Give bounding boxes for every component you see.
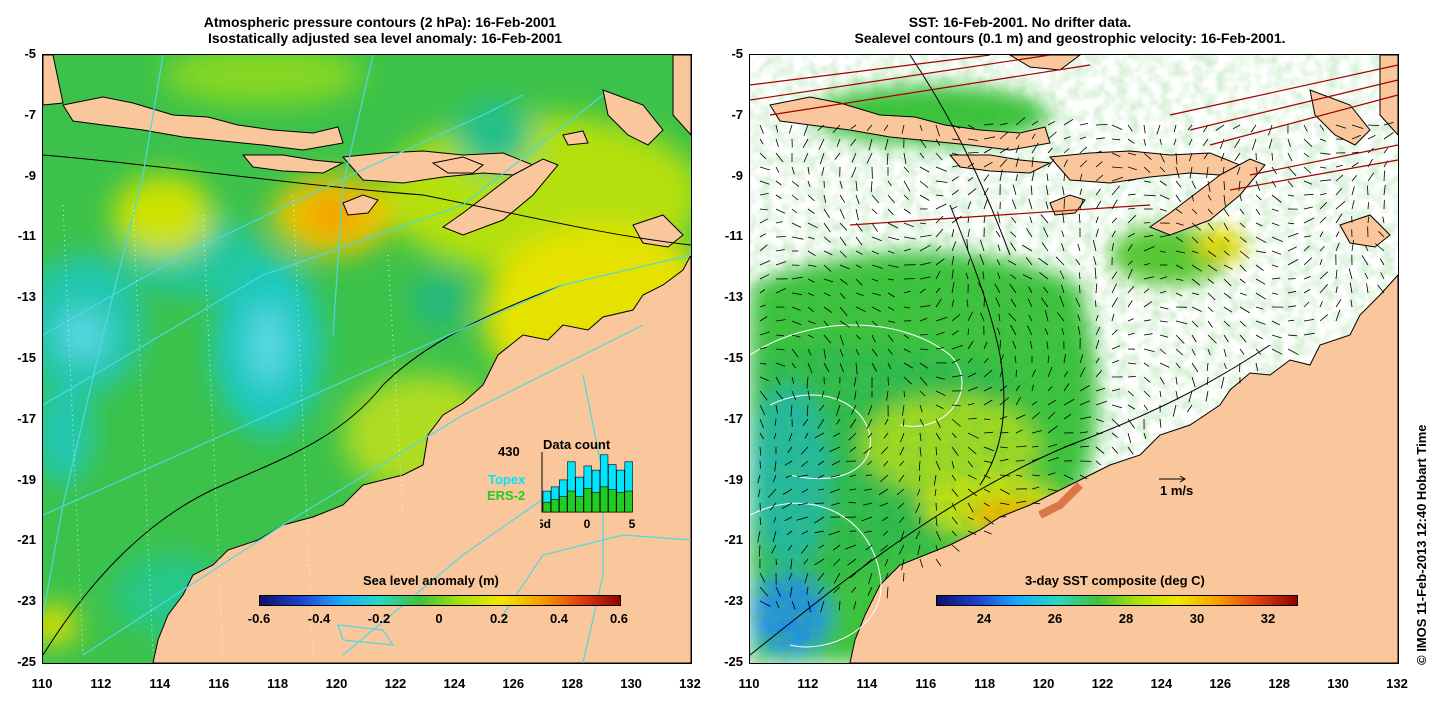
- left-title-line1: Atmospheric pressure contours (2 hPa): 1…: [203, 14, 557, 30]
- lat-tick-label: -23: [17, 593, 36, 609]
- ers2-bar: [591, 492, 601, 513]
- australia-land: [152, 254, 691, 663]
- colorbar-tick-label: -0.6: [247, 611, 271, 626]
- lon-tick-label: 130: [1327, 676, 1349, 691]
- data-count-histogram: -5d 0 5: [540, 452, 636, 531]
- lat-tick-label: -9: [731, 167, 743, 183]
- inset-x-tick: -5d: [540, 517, 551, 531]
- lon-tick-label: 118: [974, 676, 996, 691]
- lat-tick-label: -13: [17, 289, 36, 305]
- lat-tick-label: -25: [17, 654, 36, 669]
- ers2-bar: [583, 487, 592, 513]
- indonesian-islands: [43, 55, 691, 248]
- right-colorbar: [936, 595, 1298, 606]
- ers2-bar: [567, 490, 576, 513]
- lat-tick-label: -11: [724, 228, 743, 244]
- sst-map: [750, 55, 1398, 663]
- lat-tick-label: -15: [17, 350, 36, 365]
- lon-tick-label: 132: [1386, 676, 1408, 691]
- ers2-bar: [542, 501, 551, 513]
- right-title-line2: Sealevel contours (0.1 m) and geostrophi…: [854, 30, 1286, 46]
- lon-tick-label: 122: [1091, 676, 1114, 691]
- lat-tick-label: -7: [731, 106, 743, 122]
- lon-tick-label: 124: [443, 676, 466, 691]
- lon-tick-label: 126: [502, 676, 525, 691]
- lat-tick-label: -15: [724, 350, 743, 365]
- colorbar-tick-label: 0.6: [609, 611, 629, 626]
- ers2-bar: [550, 499, 560, 513]
- ers2-bar: [599, 486, 609, 513]
- colorbar-tick-label: 0: [435, 611, 443, 626]
- lat-tick-label: -23: [724, 593, 743, 609]
- colorbar-tick-label: 26: [1047, 611, 1063, 626]
- colorbar-tick-label: 32: [1260, 611, 1276, 626]
- pressure-wind-streaks: [750, 55, 1398, 226]
- left-map: [42, 54, 692, 664]
- legend-topex: Topex: [488, 472, 526, 487]
- scale-arrow: [1159, 475, 1186, 483]
- satellite-tracks: [43, 55, 691, 663]
- right-map: [749, 54, 1399, 664]
- ers2-bar: [559, 496, 568, 513]
- lon-tick-label: 126: [1209, 676, 1232, 691]
- lon-tick-label: 110: [31, 676, 53, 691]
- colorbar-tick-label: -0.2: [367, 611, 391, 626]
- left-title-line2: Isostatically adjusted sea level anomaly…: [207, 30, 563, 46]
- lon-tick-label: 112: [90, 676, 112, 691]
- lat-tick-label: -21: [17, 532, 36, 548]
- colorbar-tick-label: 28: [1118, 611, 1134, 626]
- legend-ers2: ERS-2: [487, 488, 526, 503]
- colorbar-tick-label: 24: [976, 611, 992, 626]
- lon-tick-label: 118: [267, 676, 289, 691]
- lat-tick-label: -17: [724, 410, 743, 426]
- lon-tick-label: 128: [561, 676, 584, 691]
- colorbar-tick-label: 0.4: [549, 611, 569, 626]
- inset-max-label: 430: [498, 444, 520, 459]
- lat-tick-label: -19: [724, 471, 743, 487]
- right-title-line1: SST: 16-Feb-2001. No drifter data.: [908, 14, 1132, 30]
- lat-tick-label: -11: [17, 228, 36, 244]
- lat-tick-label: -25: [724, 654, 743, 669]
- ers2-bar: [616, 492, 625, 513]
- colorbar-tick-label: -0.4: [307, 611, 331, 626]
- inset-title: Data count: [543, 437, 611, 452]
- sea-level-anomaly-map: [43, 55, 691, 663]
- lat-tick-label: -19: [17, 471, 36, 487]
- colorbar-tick-label: 30: [1189, 611, 1205, 626]
- lon-tick-label: 132: [679, 676, 701, 691]
- credit-text: © IMOS 11-Feb-2013 12:40 Hobart Time: [1414, 424, 1429, 665]
- geostrophic-velocity-vectors: [757, 117, 1394, 613]
- lon-tick-label: 128: [1268, 676, 1291, 691]
- lon-tick-label: 112: [797, 676, 819, 691]
- lon-tick-label: 122: [384, 676, 407, 691]
- ers2-bar: [608, 489, 617, 513]
- colorbar-tick-label: 0.2: [489, 611, 509, 626]
- lon-tick-label: 116: [915, 676, 937, 691]
- lon-tick-label: 114: [149, 676, 171, 691]
- ers2-bar: [575, 496, 584, 513]
- lon-tick-label: 114: [856, 676, 878, 691]
- lon-tick-label: 120: [1032, 676, 1055, 691]
- lon-tick-label: 120: [325, 676, 348, 691]
- inset-x-tick: 0: [584, 517, 591, 531]
- lon-tick-label: 110: [738, 676, 760, 691]
- lat-tick-label: -13: [724, 289, 743, 305]
- lat-tick-label: -9: [24, 167, 36, 183]
- left-colorbar-label: Sea level anomaly (m): [363, 573, 499, 588]
- lat-tick-label: -21: [724, 532, 743, 548]
- lat-tick-label: -7: [24, 106, 36, 122]
- lon-tick-label: 116: [208, 676, 230, 691]
- inset-x-tick: 5: [629, 517, 636, 531]
- lon-tick-label: 130: [620, 676, 642, 691]
- left-colorbar: [259, 595, 621, 606]
- lat-tick-label: -5: [24, 46, 36, 61]
- ers2-bar: [624, 490, 633, 513]
- lat-tick-label: -17: [17, 410, 36, 426]
- right-colorbar-label: 3-day SST composite (deg C): [1025, 573, 1205, 588]
- scale-arrow-label: 1 m/s: [1160, 483, 1194, 498]
- lat-tick-label: -5: [731, 46, 743, 61]
- lon-tick-label: 124: [1150, 676, 1173, 691]
